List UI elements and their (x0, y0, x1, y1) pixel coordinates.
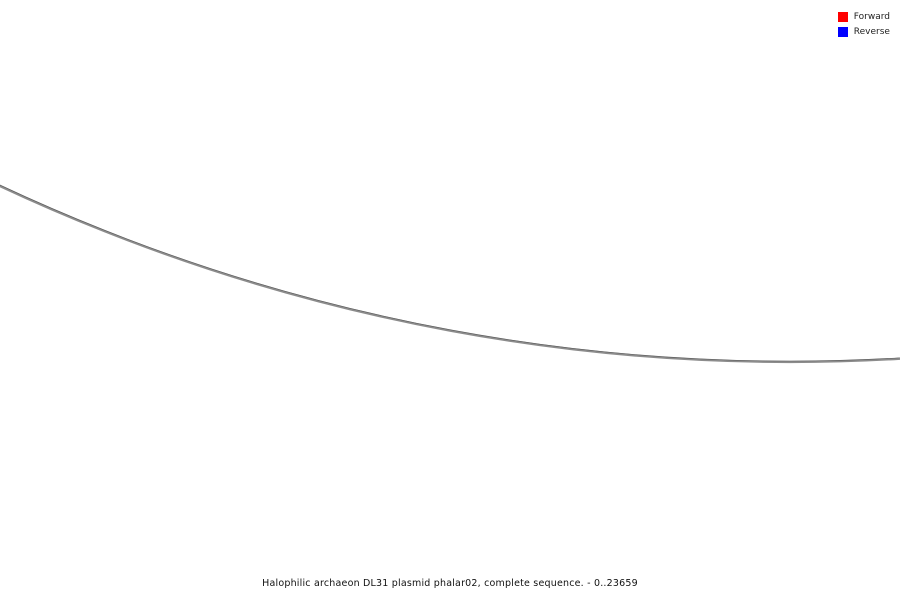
reverse-swatch (837, 26, 848, 37)
legend-reverse: Reverse (837, 24, 890, 39)
map-caption: Halophilic archaeon DL31 plasmid phalar0… (262, 578, 638, 589)
legend-forward-label: Forward (853, 11, 890, 22)
legend: Forward Reverse (837, 9, 890, 39)
legend-forward: Forward (837, 9, 890, 24)
sequence-backbone-inner (0, 184, 900, 361)
sequence-backbone (0, 184, 900, 363)
forward-swatch (837, 11, 848, 22)
legend-reverse-label: Reverse (853, 26, 890, 37)
